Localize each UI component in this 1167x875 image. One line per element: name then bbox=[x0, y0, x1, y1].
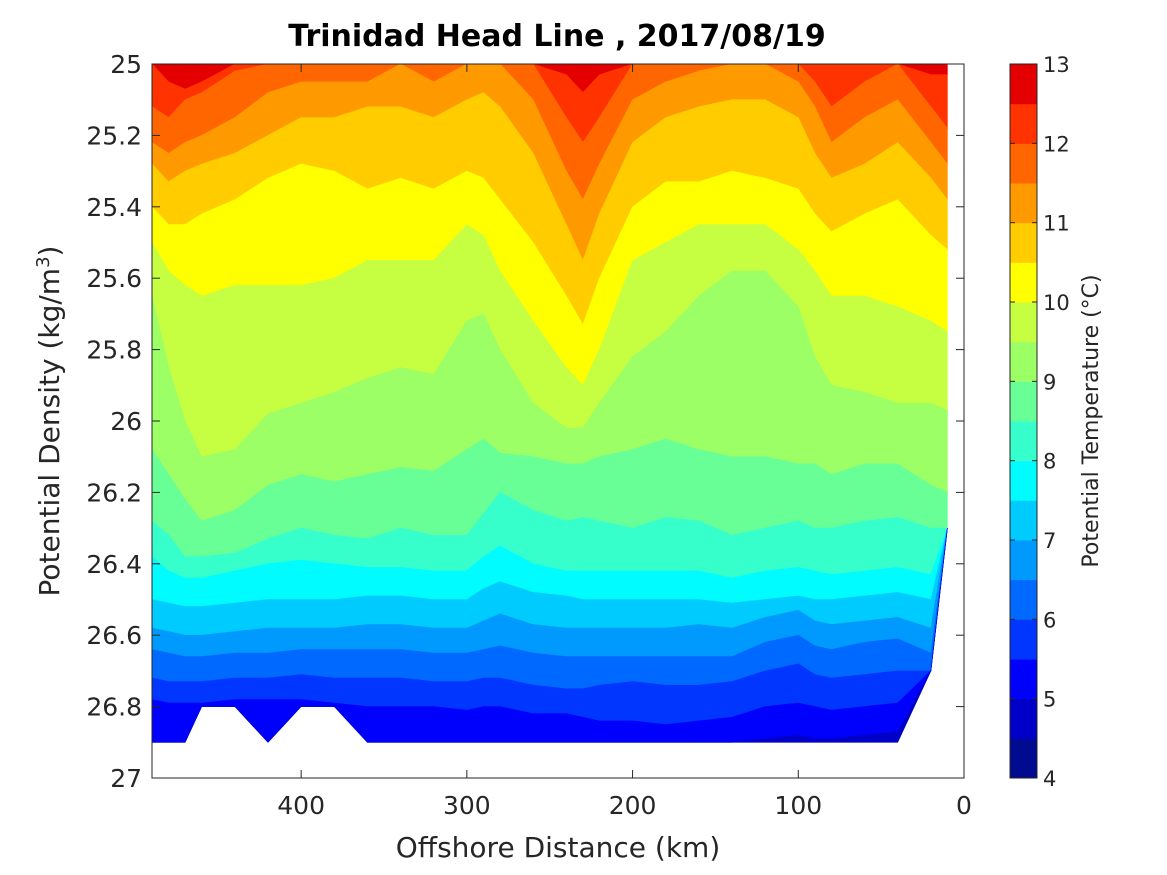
colorbar-swatch bbox=[1010, 500, 1037, 541]
contour-bands bbox=[151, 63, 948, 743]
colorbar-swatches bbox=[1010, 64, 1037, 779]
colorbar-frame bbox=[1009, 63, 1038, 779]
colorbar-tick-label: 4 bbox=[1043, 767, 1056, 791]
colorbar-swatch bbox=[1010, 540, 1037, 581]
y-axis-label-superscript: 3 bbox=[33, 256, 54, 267]
colorbar-swatch bbox=[1010, 262, 1037, 303]
colorbar-swatch bbox=[1010, 341, 1037, 382]
contour-band bbox=[152, 528, 948, 743]
colorbar-swatch bbox=[1010, 143, 1037, 184]
plot-area: 400 300 200 100 0 25 25.2 25.4 25.6 25.8 26 26.2 26… bbox=[86, 50, 972, 820]
chart-title: Trinidad Head Line , 2017/08/19 bbox=[288, 19, 825, 54]
x-tick-label: 400 bbox=[277, 791, 325, 820]
y-tick-label: 26.8 bbox=[86, 693, 142, 722]
colorbar-swatch bbox=[1010, 381, 1037, 422]
y-tick-label: 25.4 bbox=[86, 193, 142, 222]
colorbar-tick-label: 6 bbox=[1043, 608, 1056, 632]
x-tick-label: 200 bbox=[609, 791, 657, 820]
colorbar-tick-label: 8 bbox=[1043, 450, 1056, 474]
colorbar-tick-label: 11 bbox=[1043, 212, 1070, 236]
colorbar-ticks: 4 5 6 7 8 9 10 11 12 13 bbox=[1010, 53, 1070, 791]
y-tick-label: 27 bbox=[110, 764, 142, 793]
colorbar-label: Potential Temperature (°C) bbox=[1079, 274, 1104, 567]
colorbar-tick-label: 7 bbox=[1043, 529, 1056, 553]
x-tick-label: 0 bbox=[956, 791, 972, 820]
colorbar-swatch bbox=[1010, 183, 1037, 224]
colorbar-swatch bbox=[1010, 103, 1037, 144]
y-tick-label: 26 bbox=[110, 407, 142, 436]
y-axis: 25 25.2 25.4 25.6 25.8 26 26.2 26.4 26.6 26.8 27 bbox=[86, 50, 964, 793]
colorbar-swatch bbox=[1010, 579, 1037, 620]
y-tick-label: 25.8 bbox=[86, 336, 142, 365]
colorbar-swatch bbox=[1010, 619, 1037, 660]
colorbar-swatch bbox=[1010, 421, 1037, 462]
colorbar-tick-label: 13 bbox=[1043, 53, 1070, 77]
x-axis: 400 300 200 100 0 bbox=[277, 64, 972, 820]
colorbar-tick-label: 12 bbox=[1043, 132, 1070, 156]
colorbar-swatch bbox=[1010, 460, 1037, 501]
colorbar-swatch bbox=[1010, 738, 1037, 779]
y-tick-label: 25 bbox=[110, 50, 142, 79]
colorbar-swatch bbox=[1010, 222, 1037, 263]
x-axis-label: Offshore Distance (km) bbox=[396, 831, 721, 864]
y-axis-label: Potential Density (kg/m3) bbox=[33, 246, 67, 597]
x-tick-label: 300 bbox=[443, 791, 491, 820]
colorbar-swatch bbox=[1010, 64, 1037, 105]
colorbar-tick-label: 10 bbox=[1043, 291, 1070, 315]
colorbar-tick-label: 5 bbox=[1043, 688, 1056, 712]
colorbar-swatch bbox=[1010, 659, 1037, 700]
y-tick-label: 26.2 bbox=[86, 478, 142, 507]
y-tick-label: 25.2 bbox=[86, 121, 142, 150]
colorbar: 4 5 6 7 8 9 10 11 12 13 Potential Temperature (°C… bbox=[1009, 53, 1104, 791]
y-tick-label: 26.6 bbox=[86, 621, 142, 650]
colorbar-swatch bbox=[1010, 698, 1037, 739]
y-axis-label-main: Potential Density (kg/m bbox=[33, 268, 66, 597]
colorbar-tick-label: 9 bbox=[1043, 370, 1056, 394]
colorbar-swatch bbox=[1010, 302, 1037, 343]
y-tick-label: 25.6 bbox=[86, 264, 142, 293]
y-tick-label: 26.4 bbox=[86, 550, 142, 579]
y-axis-label-close: ) bbox=[33, 246, 66, 257]
x-tick-label: 100 bbox=[774, 791, 822, 820]
